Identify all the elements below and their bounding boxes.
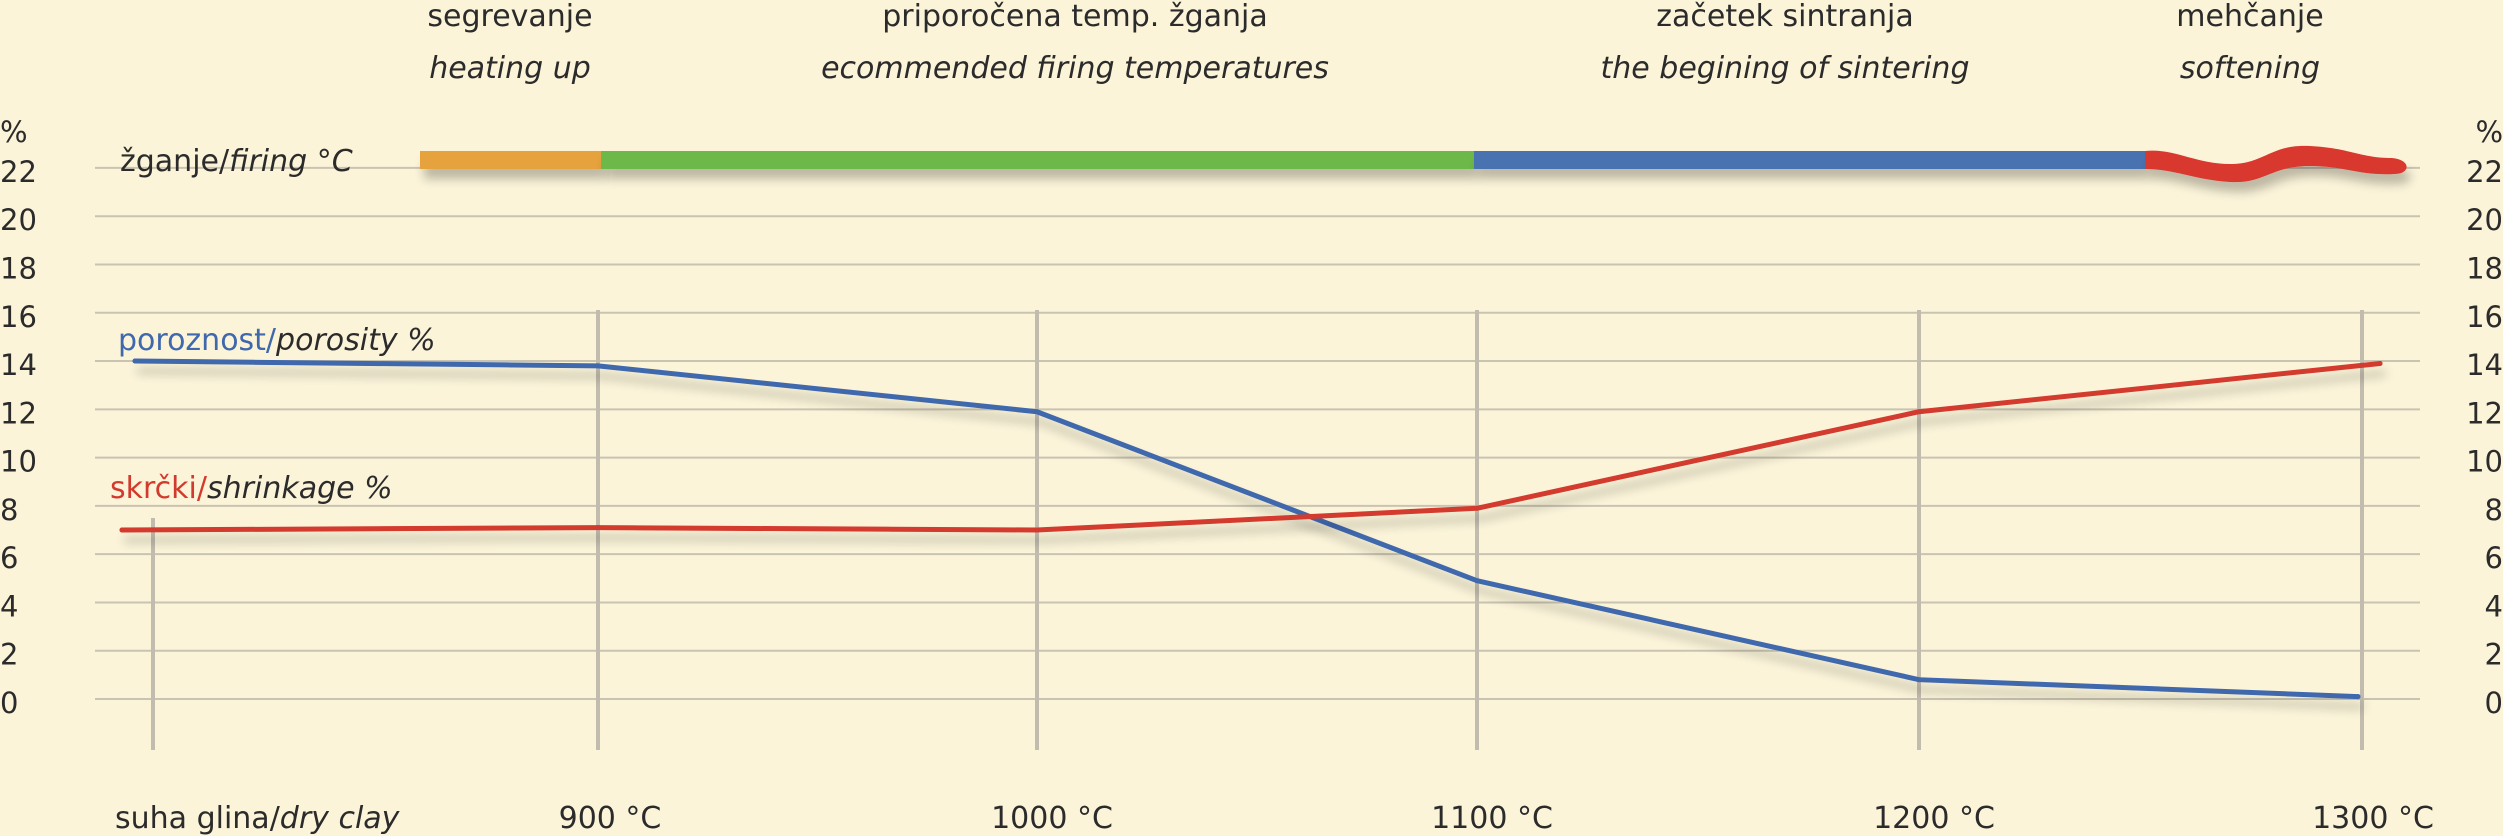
x-tick: suha glina/dry clay — [115, 801, 401, 836]
series-line — [119, 360, 2383, 533]
y-tick-right: 8 — [2485, 493, 2503, 527]
series-label: poroznost/porosity % — [118, 323, 436, 358]
phase-segment — [2145, 145, 2407, 183]
data-point — [595, 363, 601, 369]
y-unit-right: % — [2475, 115, 2503, 149]
y-tick-left: 0 — [0, 686, 18, 720]
series-line — [132, 358, 2361, 700]
phase-segment — [601, 151, 1474, 169]
y-tick-right: 4 — [2485, 589, 2503, 623]
series-label: skrčki/shrinkage % — [110, 471, 393, 506]
y-tick-left: 8 — [0, 493, 18, 527]
y-tick-left: 22 — [0, 155, 37, 189]
firing-label: žganje/firing °C — [120, 144, 353, 179]
data-point — [1034, 527, 1040, 533]
y-tick-left: 14 — [0, 348, 37, 382]
y-tick-right: 2 — [2485, 638, 2503, 672]
y-tick-left: 12 — [0, 396, 37, 430]
data-point — [2355, 694, 2361, 700]
phase-segment — [1474, 151, 2145, 169]
y-tick-left: 10 — [0, 445, 37, 479]
y-tick-left: 2 — [0, 638, 18, 672]
data-point — [1034, 409, 1040, 415]
x-tick: 1100 °C — [1431, 801, 1553, 836]
phase-label: priporočena temp. žganja — [882, 0, 1268, 34]
data-point — [132, 358, 138, 364]
phase-label-en: the begining of sintering — [1601, 51, 1970, 86]
phase-label: začetek sintranja — [1656, 0, 1913, 34]
phase-label: mehčanje — [2176, 0, 2323, 34]
data-point — [2377, 360, 2383, 366]
x-tick: 1200 °C — [1873, 801, 1995, 836]
y-tick-left: 20 — [0, 203, 37, 237]
phase-segment — [420, 151, 601, 169]
y-tick-right: 16 — [2466, 300, 2503, 334]
phase-label-en: softening — [2180, 51, 2320, 86]
y-tick-right: 12 — [2466, 396, 2503, 430]
y-tick-right: 22 — [2466, 155, 2503, 189]
phase-label-en: heating up — [429, 51, 591, 86]
y-tick-left: 18 — [0, 251, 37, 285]
x-tick: 900 °C — [559, 801, 662, 836]
data-point — [595, 525, 601, 531]
x-tick: 1300 °C — [2312, 801, 2434, 836]
y-tick-left: 16 — [0, 300, 37, 334]
y-tick-right: 18 — [2466, 251, 2503, 285]
y-tick-right: 10 — [2466, 445, 2503, 479]
phase-label-en: ecommended firing temperatures — [821, 51, 1329, 86]
y-tick-right: 20 — [2466, 203, 2503, 237]
data-point — [1916, 677, 1922, 683]
data-point — [1916, 409, 1922, 415]
y-tick-left: 4 — [0, 589, 18, 623]
y-tick-right: 6 — [2485, 541, 2503, 575]
y-tick-right: 0 — [2485, 686, 2503, 720]
y-tick-left: 6 — [0, 541, 18, 575]
data-point — [119, 527, 125, 533]
x-tick: 1000 °C — [991, 801, 1113, 836]
data-point — [1474, 505, 1480, 511]
y-unit-left: % — [0, 115, 28, 149]
y-tick-right: 14 — [2466, 348, 2503, 382]
phase-label: segrevanje — [427, 0, 592, 34]
data-point — [1474, 578, 1480, 584]
